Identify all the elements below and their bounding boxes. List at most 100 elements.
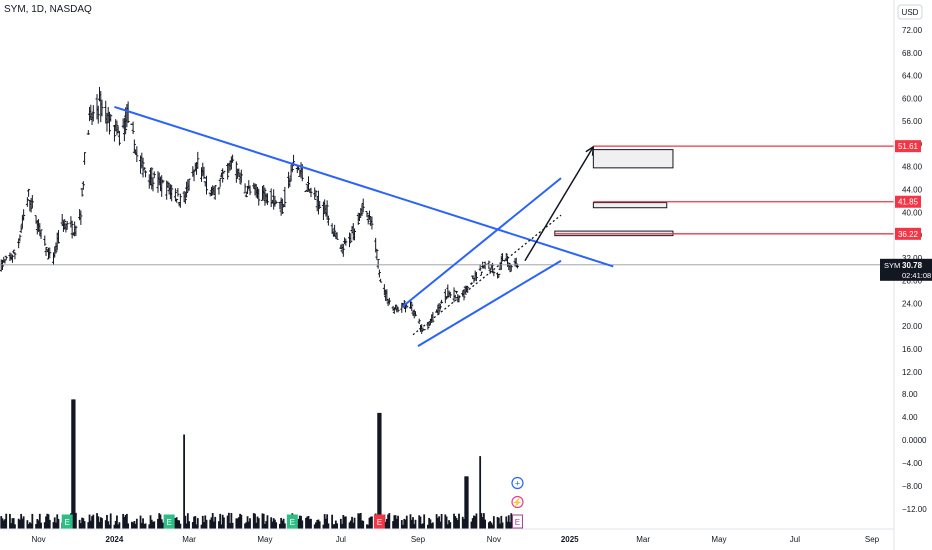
- volume-bar: [56, 514, 59, 529]
- volume-bar: [134, 523, 137, 529]
- volume-bar: [496, 516, 499, 529]
- volume-bar: [140, 522, 143, 529]
- volume-bar: [0, 516, 3, 529]
- volume-bar: [73, 399, 76, 529]
- time-tick-label: Mar: [182, 535, 196, 544]
- volume-bar: [82, 518, 85, 529]
- volume-bar: [353, 517, 356, 529]
- split-icon: [511, 495, 524, 509]
- last-price-symbol: SYM: [884, 261, 900, 270]
- volume-bar: [186, 513, 189, 529]
- volume-bar: [266, 515, 269, 529]
- earnings-icon-glyph: E: [65, 518, 70, 527]
- price-tick-label: 24.00: [902, 299, 923, 308]
- volume-bar: [395, 518, 398, 529]
- volume-bar: [236, 518, 239, 529]
- volume-bar: [178, 520, 181, 529]
- volume-bar: [133, 521, 136, 529]
- volume-bar: [81, 517, 83, 529]
- projection-arrow-line: [524, 146, 595, 262]
- price-tick-label: 56.00: [902, 117, 923, 126]
- earnings-marker[interactable]: E: [286, 514, 298, 529]
- volume-bar: [470, 521, 473, 529]
- volume-bar: [118, 522, 121, 529]
- earnings-icon: [61, 514, 73, 529]
- event-markers-group[interactable]: E E E E + ⚡ E: [61, 476, 524, 529]
- volume-bar: [91, 516, 93, 529]
- earnings-marker[interactable]: E: [373, 514, 385, 529]
- earnings-upcoming-marker[interactable]: E: [511, 514, 523, 529]
- volume-bar: [342, 514, 345, 529]
- volume-bar: [194, 516, 197, 529]
- volume-bar: [108, 524, 111, 529]
- volume-bar: [79, 523, 82, 529]
- dividend-marker[interactable]: +: [511, 476, 524, 490]
- time-axis[interactable]: Nov 2024 Mar May Jul Sep Nov 2025 Mar May Jul Sep: [0, 528, 894, 544]
- split-marker[interactable]: ⚡: [511, 495, 524, 509]
- volume-bar: [4, 519, 6, 529]
- volume-bar: [414, 519, 417, 529]
- volume-bar: [246, 516, 249, 529]
- volume-bar: [205, 519, 208, 529]
- volume-bar: [72, 399, 75, 529]
- volume-bar: [38, 513, 41, 529]
- volume-bar: [331, 514, 334, 529]
- volume-bar: [211, 513, 214, 529]
- volume-bar: [1, 518, 4, 529]
- volume-bar: [305, 517, 307, 529]
- price-tick-label: 44.00: [902, 186, 923, 195]
- volume-bar: [500, 515, 503, 529]
- volume-bar: [325, 518, 327, 529]
- volume-bar: [27, 524, 30, 529]
- currency-selector: [897, 4, 923, 20]
- volume-bar: [188, 521, 190, 529]
- volume-bar: [26, 520, 29, 529]
- volume-bar: [28, 522, 31, 529]
- volume-bar: [393, 515, 396, 529]
- volume-bar: [219, 513, 222, 529]
- channel-lower-line: [417, 259, 562, 348]
- earnings-icon-glyph: E: [515, 518, 520, 527]
- volume-bar: [282, 518, 285, 529]
- volume-bar: [420, 524, 423, 529]
- volume-bar: [275, 522, 278, 529]
- volume-bar: [179, 523, 182, 529]
- volume-bar: [461, 516, 464, 529]
- volume-bar: [209, 519, 212, 529]
- volume-bar: [160, 519, 163, 529]
- volume-bar: [157, 518, 159, 529]
- price-tick-label: 68.00: [902, 49, 923, 58]
- volume-bar: [349, 520, 352, 529]
- volume-bar: [116, 515, 118, 529]
- volume-bar: [471, 518, 474, 529]
- earnings-marker[interactable]: E: [61, 514, 73, 529]
- volume-bar: [448, 520, 450, 529]
- volume-bar: [114, 520, 117, 529]
- time-tick-label: Jul: [336, 535, 346, 544]
- volume-bar: [213, 521, 215, 529]
- volume-bar: [474, 516, 477, 529]
- volume-bar: [52, 522, 55, 529]
- volume-bar: [506, 521, 509, 529]
- volume-bar: [256, 516, 259, 529]
- earnings-marker[interactable]: E: [163, 514, 175, 529]
- price-tick-label: 40.00: [902, 208, 923, 217]
- price-bars-group: [0, 86, 519, 334]
- price-axis[interactable]: USD72.0068.0064.0060.0056.0052.0048.0044…: [880, 0, 932, 550]
- dotted-projection-line: [412, 214, 562, 336]
- drawing-tools-group[interactable]: [0, 105, 894, 348]
- volume-bar: [410, 519, 413, 529]
- volume-bar: [464, 476, 467, 529]
- time-tick-label: Jul: [790, 535, 800, 544]
- volume-bar: [371, 516, 373, 529]
- volume-bar: [270, 517, 273, 529]
- last-price-tag: [880, 258, 932, 281]
- volume-axis-tick-label: 4.00: [902, 413, 918, 422]
- volume-bar: [361, 520, 363, 529]
- volume-bar: [307, 515, 310, 529]
- volume-bar: [392, 521, 394, 529]
- volume-bar: [487, 522, 490, 529]
- volume-bar: [184, 515, 187, 529]
- volume-bar: [458, 513, 460, 529]
